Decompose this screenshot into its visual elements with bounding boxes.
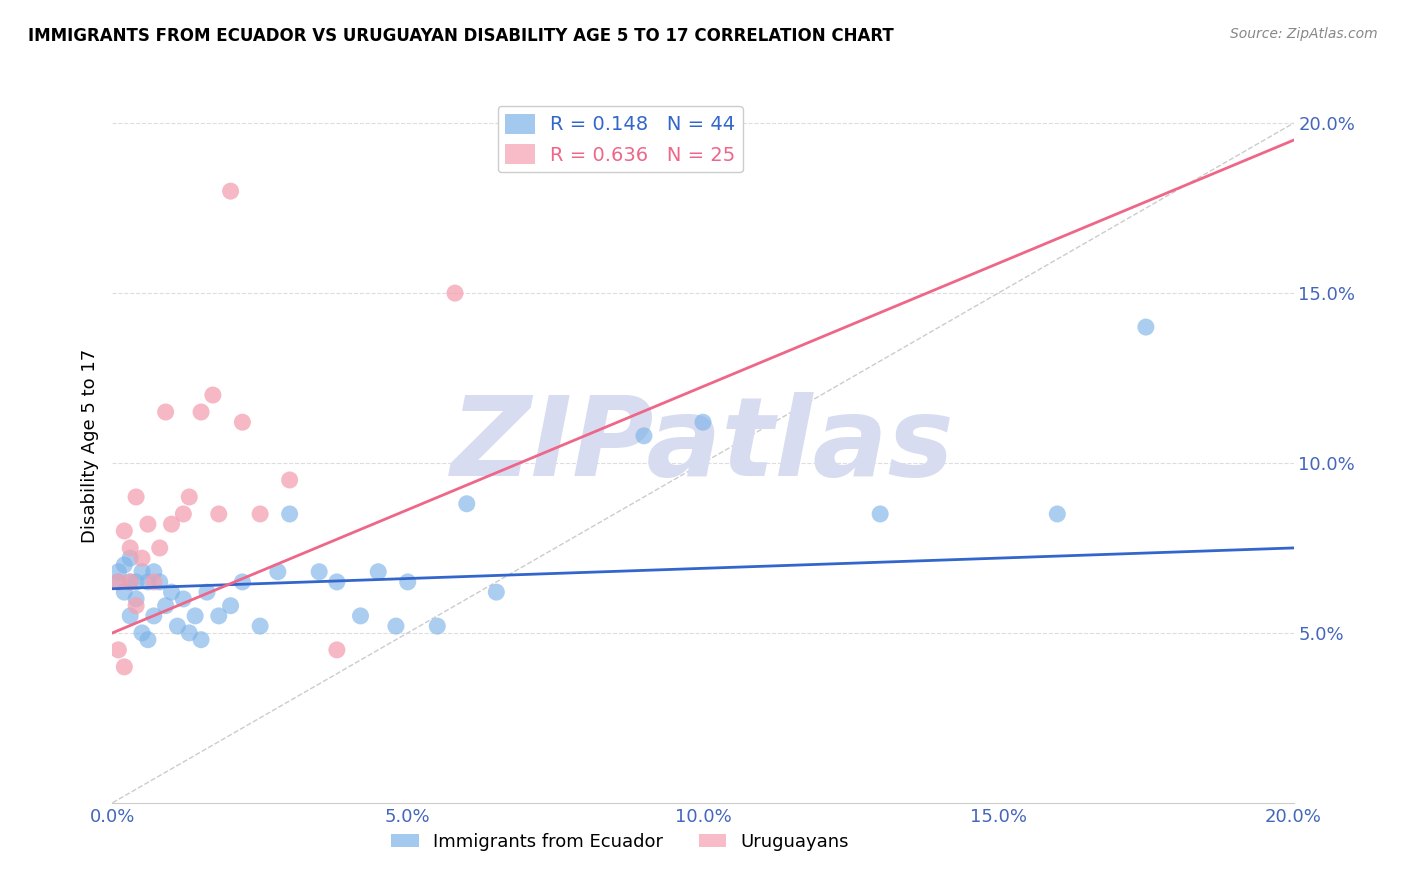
Text: IMMIGRANTS FROM ECUADOR VS URUGUAYAN DISABILITY AGE 5 TO 17 CORRELATION CHART: IMMIGRANTS FROM ECUADOR VS URUGUAYAN DIS… [28,27,894,45]
Point [190,405,212,419]
Point [107,574,129,589]
Point [692,415,714,429]
Point [112,660,135,674]
Point [160,517,183,532]
Point [125,490,148,504]
Point [155,599,177,613]
Point [485,585,508,599]
Point [184,608,207,623]
Point [125,599,148,613]
Point [267,565,290,579]
Point [160,585,183,599]
Point [396,574,419,589]
Point [249,619,271,633]
Point [112,524,135,538]
Point [219,184,242,198]
Point [179,490,201,504]
Point [142,574,165,589]
Point [120,608,142,623]
Point [166,619,188,633]
Point [107,565,129,579]
Point [120,551,142,566]
Point [142,608,165,623]
Point [120,574,142,589]
Point [172,507,194,521]
Point [208,507,231,521]
Point [131,565,153,579]
Point [131,551,153,566]
Point [136,632,159,647]
Point [136,574,159,589]
Point [131,626,153,640]
Point [136,517,159,532]
Text: ZIPatlas: ZIPatlas [451,392,955,500]
Point [1135,320,1157,334]
Point [155,405,177,419]
Point [326,643,349,657]
Point [278,507,301,521]
Point [112,585,135,599]
Point [112,558,135,572]
Point [444,286,467,301]
Point [107,574,129,589]
Point [278,473,301,487]
Point [195,585,218,599]
Point [326,574,349,589]
Point [125,591,148,606]
Point [349,608,371,623]
Point [142,565,165,579]
Point [172,591,194,606]
Point [179,626,201,640]
Point [231,415,253,429]
Text: Source: ZipAtlas.com: Source: ZipAtlas.com [1230,27,1378,41]
Point [120,574,142,589]
Y-axis label: Disability Age 5 to 17: Disability Age 5 to 17 [80,349,98,543]
Point [149,541,172,555]
Point [426,619,449,633]
Legend: Immigrants from Ecuador, Uruguayans: Immigrants from Ecuador, Uruguayans [384,826,856,858]
Point [208,608,231,623]
Point [869,507,891,521]
Point [125,574,148,589]
Point [367,565,389,579]
Point [633,429,655,443]
Point [149,574,172,589]
Point [201,388,224,402]
Point [107,643,129,657]
Point [190,632,212,647]
Point [385,619,408,633]
Point [308,565,330,579]
Point [249,507,271,521]
Point [456,497,478,511]
Point [120,541,142,555]
Point [219,599,242,613]
Point [1046,507,1069,521]
Point [231,574,253,589]
